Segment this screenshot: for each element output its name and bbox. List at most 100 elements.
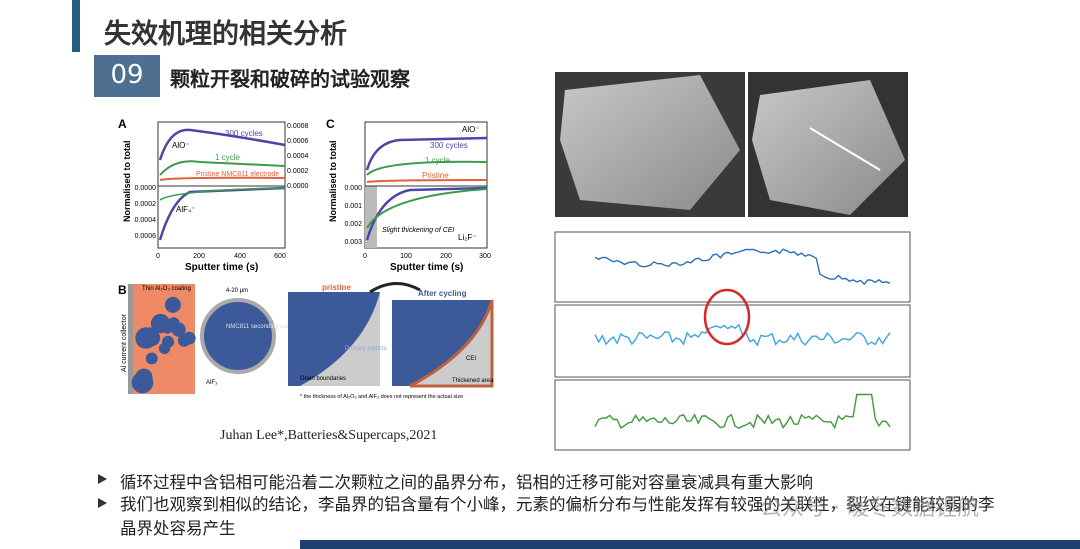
particle [145, 352, 158, 365]
y-label: Normalised to total [122, 140, 132, 222]
particle [141, 327, 158, 345]
curve-label: Pristine NMC811 electrode [196, 171, 279, 178]
particle [161, 335, 175, 348]
footer-bar [300, 540, 1080, 549]
curve-label: 1 cycle [215, 153, 240, 162]
highlight [703, 288, 751, 346]
panel-a: A 300 cycles 1 cycle Pristine NMC811 ele… [118, 117, 309, 273]
curve [365, 136, 488, 171]
arrow [369, 282, 421, 294]
citation: Juhan Lee*,Batteries&Supercaps,2021 [220, 428, 438, 443]
label: Al current collector [121, 313, 128, 372]
species-label: Li₂F⁻ [458, 233, 476, 242]
tick: 0.0000 [135, 185, 157, 192]
linescan [809, 127, 881, 171]
particle [164, 296, 181, 313]
tick: 0 [156, 253, 160, 260]
collector [128, 284, 133, 394]
label: Thin Al₂O₃ coating [142, 286, 191, 292]
coating [409, 299, 494, 388]
curve [159, 176, 286, 181]
bullet: 循环过程中含铝相可能沿着二次颗粒之间的晶界分布，铝相的迁移可能对容量衰减具有重大… [120, 473, 813, 492]
plot-frame [157, 121, 286, 249]
tick: 0.003 [344, 239, 362, 246]
title-bar [72, 0, 80, 52]
tick: 100 [400, 253, 412, 260]
particle [177, 333, 191, 347]
particle [752, 80, 905, 215]
tick: 0.0000 [287, 183, 309, 190]
tick: 0.0004 [135, 217, 157, 224]
curve-label: 300 cycles [225, 129, 263, 138]
label: Grain boundaries [300, 376, 346, 382]
panel-label: B [118, 283, 127, 297]
curve [159, 187, 286, 201]
label: After cycling [418, 289, 467, 298]
tick: 200 [193, 253, 205, 260]
species-label: AlO⁻ [172, 141, 190, 150]
curve [365, 186, 488, 241]
particle [161, 321, 174, 334]
trace [594, 248, 891, 286]
tick: 0.0004 [287, 153, 309, 160]
label: Primary particle [345, 346, 387, 352]
note: Slight thickening of CEI [382, 227, 454, 234]
tick: 0.0006 [135, 233, 157, 240]
species-label: AlF₄⁻ [176, 205, 196, 214]
tick: 0.0006 [287, 138, 309, 145]
subtitle: 颗粒开裂和破碎的试验观察 [170, 67, 410, 91]
ticks: 0 200 400 600 0.0008 0.0006 0.0004 0.000… [135, 123, 309, 260]
tick: 0.0002 [135, 201, 157, 208]
label: Thickened area [452, 378, 494, 384]
tick: 600 [274, 253, 286, 260]
shade [365, 186, 377, 248]
label: pristine [322, 283, 351, 292]
panel-label: A [118, 117, 127, 131]
y-label: Normalised to total [328, 140, 338, 222]
x-label: Sputter time (s) [185, 262, 258, 273]
plot-frame [554, 304, 911, 378]
particle [137, 374, 151, 388]
label: AlF₃ [206, 380, 218, 386]
plot-frame [554, 379, 911, 451]
curve [158, 186, 286, 241]
tick: 0.0008 [287, 123, 309, 130]
particle [560, 75, 740, 210]
label: 4-20 μm [226, 288, 248, 294]
tick: 0 [363, 253, 367, 260]
tick: 300 [479, 253, 491, 260]
coating [300, 292, 380, 386]
x-label: Sputter time (s) [390, 262, 463, 273]
bullet: 我们也观察到相似的结论，李晶界的铝含量有个小峰，元素的偏析分布与性能发挥有较强的… [120, 495, 995, 538]
linescan-plots [554, 231, 911, 451]
panel-c: C 300 cycles 1 cycle Pristine AlO⁻ Li₂F⁻… [326, 117, 491, 273]
label: CEI [466, 356, 476, 362]
species-label: AlO⁻ [462, 125, 480, 134]
curve [366, 160, 488, 176]
curve [366, 179, 488, 183]
curve [366, 188, 488, 229]
secondary-particle [200, 298, 276, 374]
footnote: * the thickness of Al₂O₃ and AlF₃ does n… [300, 394, 463, 400]
section-number: 09 [110, 60, 144, 90]
curve [158, 128, 286, 161]
tick: 0.001 [344, 203, 362, 210]
tick: 0.0002 [287, 168, 309, 175]
curve-label: 1 cycle [425, 156, 450, 165]
tick: 400 [234, 253, 246, 260]
tick: 0.002 [344, 221, 362, 228]
watermark: 公众号 · 暖冬数据锂航 [760, 496, 979, 521]
curve [159, 160, 286, 176]
panel-label: C [326, 117, 335, 131]
tick: 200 [440, 253, 452, 260]
label: NMC811 secondary particle [226, 324, 300, 330]
section-box [94, 55, 160, 97]
tick: 0.000 [344, 185, 362, 192]
panel-b: B Al current collector Thin Al₂O₃ coatin… [118, 282, 494, 400]
curve-label: Pristine [422, 171, 449, 180]
bullet-marker [98, 498, 107, 508]
ticks: 0 100 200 300 0.000 0.001 0.002 0.003 [344, 185, 490, 260]
bullet-marker [98, 474, 107, 484]
